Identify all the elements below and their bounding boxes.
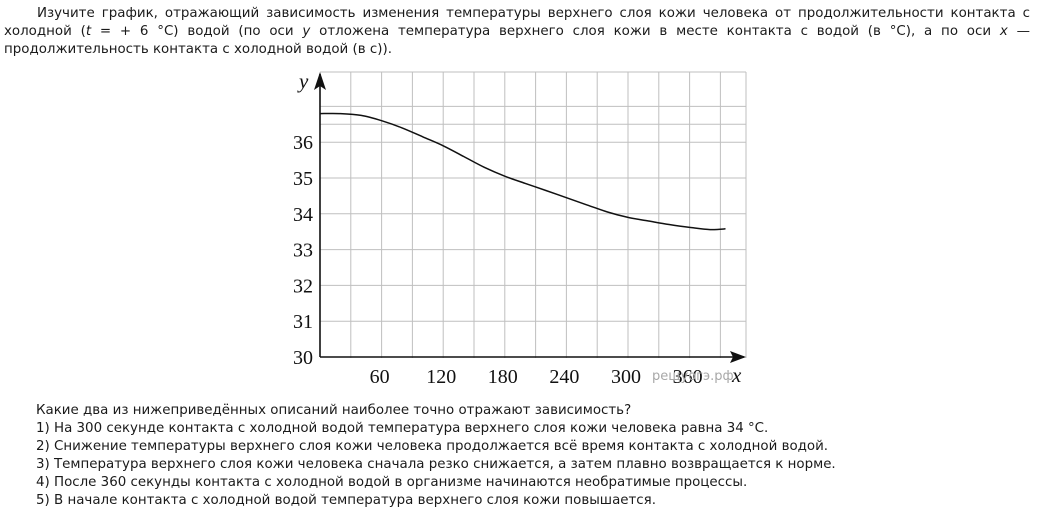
y-axis-arrow (314, 72, 326, 90)
answer-option-2: 2) Снижение температуры верхнего слоя ко… (36, 439, 829, 454)
y-tick-label: 30 (293, 347, 313, 369)
x-axis-arrow (730, 351, 746, 363)
y-tick-label: 31 (293, 311, 313, 333)
intro-text-1: Изучите график, отражающий зависимость и… (4, 6, 1030, 39)
intro-var-y: y (302, 24, 311, 39)
answer-option-1: 1) На 300 секунде контакта с холодной во… (36, 421, 769, 436)
x-tick-label: 60 (370, 366, 390, 388)
question-block: Какие два из нижеприведённых описаний на… (36, 402, 1036, 510)
y-tick-label: 32 (293, 275, 313, 297)
x-tick-label: 360 (673, 366, 703, 388)
x-tick-label: 120 (426, 366, 456, 388)
y-axis-label: y (297, 69, 309, 93)
x-tick-label: 300 (611, 366, 641, 388)
chart-grid (320, 71, 747, 358)
answer-option-4: 4) После 360 секунды контакта с холодной… (36, 475, 748, 490)
y-tick-label: 34 (293, 204, 313, 226)
y-tick-label: 36 (293, 132, 313, 154)
intro-text-3: отложена температура верхнего слоя кожи … (310, 24, 1000, 39)
intro-var-x: x (999, 24, 1008, 39)
y-tick-label: 33 (293, 240, 313, 262)
intro-text-4: — продолжительность контакта с холодной … (4, 24, 1031, 57)
y-tick-label: 35 (293, 168, 313, 190)
chart-watermark: рещуогэ.рф (652, 369, 734, 384)
chart-series (319, 112, 726, 231)
x-tick-label: 180 (488, 366, 518, 388)
intro-text-2: = + 6 °C) водой (по оси (91, 24, 303, 39)
chart-axes: yx (297, 69, 746, 387)
x-tick-label: 240 (549, 366, 579, 388)
answer-option-3: 3) Температура верхнего слоя кожи челове… (36, 457, 836, 472)
task-intro: Изучите график, отражающий зависимость и… (4, 5, 1030, 59)
question-prompt: Какие два из нижеприведённых описаний на… (36, 403, 632, 418)
intro-var-t: t (85, 24, 92, 39)
chart-tick-labels: 30 31 32 33 34 35 36 60 120 180 240 300 360 (293, 132, 703, 388)
x-axis-label: x (731, 363, 742, 387)
temperature-curve (319, 112, 726, 231)
answer-option-5: 5) В начале контакта с холодной водой те… (36, 493, 656, 508)
